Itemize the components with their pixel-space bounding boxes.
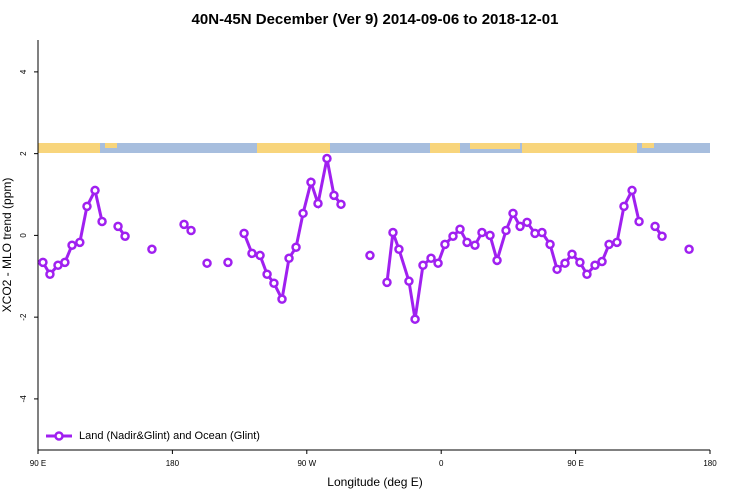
data-point bbox=[329, 190, 339, 201]
data-point bbox=[45, 269, 55, 279]
data-point bbox=[284, 253, 294, 264]
data-point bbox=[508, 208, 518, 219]
data-point bbox=[322, 153, 332, 164]
data-point bbox=[515, 221, 525, 232]
data-point bbox=[120, 231, 130, 241]
data-point bbox=[255, 250, 265, 261]
data-point bbox=[575, 257, 585, 268]
data-point bbox=[410, 314, 420, 324]
data-point bbox=[277, 294, 287, 304]
data-point bbox=[485, 230, 495, 241]
data-point bbox=[147, 244, 157, 255]
data-point bbox=[202, 258, 212, 268]
data-point bbox=[67, 240, 77, 250]
data-point bbox=[552, 264, 562, 275]
data-point bbox=[97, 216, 107, 227]
data-point bbox=[186, 225, 196, 236]
data-point bbox=[455, 224, 465, 235]
x-axis-label: Longitude (deg E) bbox=[327, 475, 422, 489]
data-point bbox=[388, 227, 398, 238]
data-point bbox=[291, 242, 301, 252]
data-point bbox=[404, 276, 414, 286]
legend-marker bbox=[54, 431, 64, 441]
x-tick-label: 90 E bbox=[567, 459, 583, 468]
y-tick-label: 0 bbox=[19, 233, 28, 238]
data-point bbox=[501, 225, 511, 236]
data-point bbox=[522, 217, 532, 228]
data-point bbox=[448, 231, 458, 241]
data-point bbox=[627, 185, 637, 196]
data-point bbox=[336, 199, 346, 210]
data-point bbox=[537, 227, 547, 238]
data-point bbox=[60, 257, 70, 268]
data-point bbox=[90, 185, 100, 196]
data-point bbox=[306, 177, 316, 188]
data-point bbox=[38, 257, 48, 268]
y-axis-label: XCO2 - MLO trend (ppm) bbox=[0, 178, 14, 313]
chart-title: 40N-45N December (Ver 9) 2014-09-06 to 2… bbox=[192, 11, 559, 28]
y-tick-label: -4 bbox=[19, 395, 28, 403]
data-point bbox=[657, 231, 667, 241]
data-point bbox=[239, 228, 249, 239]
data-point bbox=[567, 249, 577, 259]
y-tick-label: 4 bbox=[19, 69, 28, 74]
x-tick-label: 180 bbox=[166, 459, 180, 468]
y-tick-label: 2 bbox=[19, 151, 28, 156]
data-point bbox=[418, 260, 428, 270]
data-point bbox=[619, 201, 629, 212]
y-tick-label: -2 bbox=[19, 313, 28, 321]
data-point bbox=[590, 260, 600, 270]
data-point bbox=[440, 239, 450, 250]
data-point bbox=[298, 208, 308, 219]
data-point bbox=[462, 237, 472, 248]
data-point bbox=[394, 244, 404, 255]
x-tick-label: 90 E bbox=[30, 459, 46, 468]
data-point bbox=[634, 216, 644, 227]
data-point bbox=[223, 257, 233, 268]
data-point bbox=[82, 201, 92, 212]
data-point bbox=[492, 255, 502, 266]
data-point bbox=[433, 258, 443, 268]
data-point bbox=[545, 239, 555, 250]
data-point bbox=[426, 253, 436, 264]
data-point bbox=[365, 250, 375, 261]
data-point bbox=[560, 258, 570, 268]
data-point bbox=[313, 198, 323, 209]
data-point bbox=[269, 278, 279, 288]
data-point bbox=[477, 227, 487, 238]
data-point bbox=[382, 277, 392, 288]
surface-band bbox=[38, 143, 710, 153]
x-tick-label: 180 bbox=[703, 459, 717, 468]
data-point bbox=[262, 269, 272, 279]
series-line bbox=[43, 159, 689, 320]
data-point bbox=[612, 237, 622, 248]
data-point bbox=[650, 221, 660, 232]
data-point bbox=[75, 237, 85, 248]
x-tick-label: 90 W bbox=[297, 459, 316, 468]
data-point bbox=[247, 248, 257, 259]
legend-label: Land (Nadir&Glint) and Ocean (Glint) bbox=[79, 430, 260, 442]
data-point bbox=[179, 219, 189, 230]
data-point bbox=[470, 240, 480, 250]
data-point bbox=[684, 244, 694, 255]
data-point bbox=[604, 239, 614, 250]
data-point bbox=[597, 256, 607, 267]
data-point bbox=[113, 221, 123, 232]
x-tick-label: 0 bbox=[439, 459, 444, 468]
data-point bbox=[582, 269, 592, 279]
